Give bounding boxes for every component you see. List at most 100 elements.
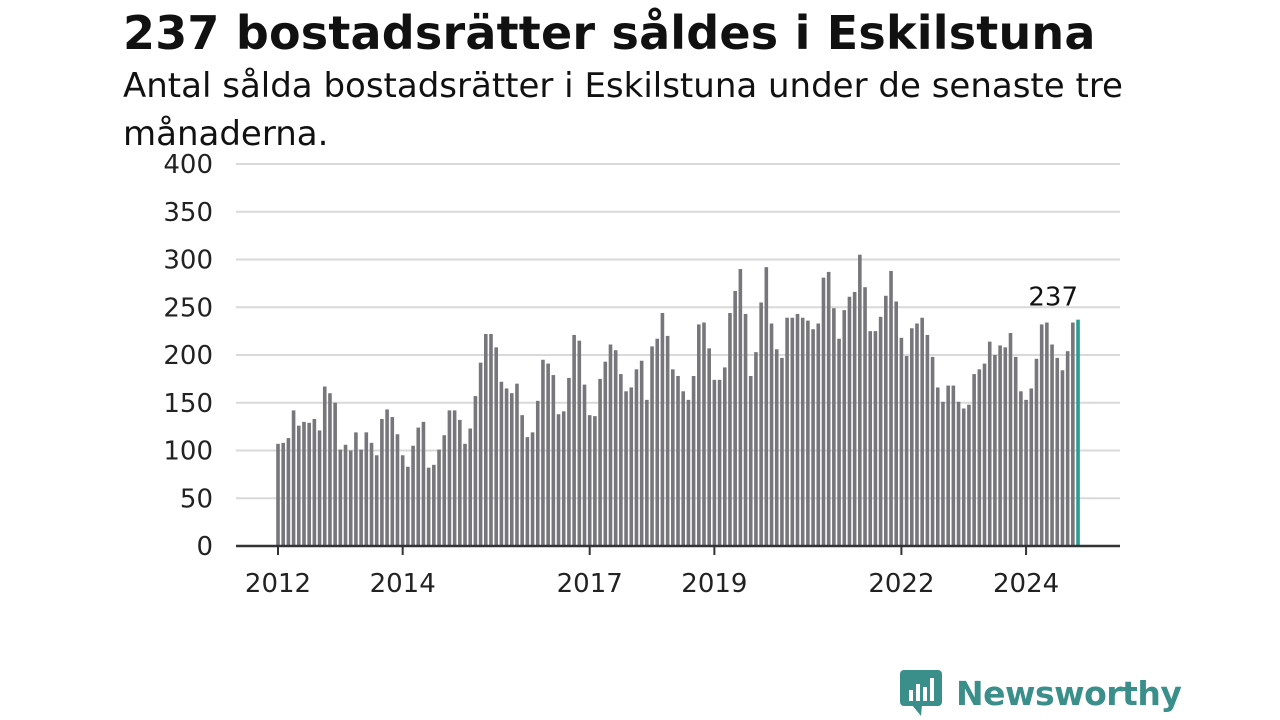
bar [961,408,966,546]
bar [889,270,893,546]
bar [1024,399,1028,546]
bar [941,401,945,546]
bar [987,341,992,546]
chart-subtitle: Antal sålda bostadsrätter i Eskilstuna u… [123,66,1123,154]
bar [894,301,899,546]
bar [1039,324,1044,546]
bar [946,385,950,546]
y-tick-label: 200 [163,341,213,371]
bar [925,334,930,546]
bar [930,356,935,546]
bar [551,375,556,546]
bar [665,335,670,546]
bar [884,295,888,546]
bar [800,317,805,546]
bar [868,331,873,547]
bar [1003,347,1008,546]
bar [873,331,878,547]
bar [390,417,395,546]
bar [743,313,748,546]
highlight-value-label: 237 [1028,283,1078,313]
bar [858,254,862,547]
bar [369,442,374,546]
y-tick-label: 0 [196,532,213,562]
bar [312,418,317,546]
bar [655,338,660,546]
bar [343,444,348,546]
bar [535,400,540,546]
bar [281,442,285,546]
bar [364,432,369,546]
bar [1034,358,1039,546]
bar [774,349,779,546]
bar [686,399,691,546]
x-tick-label: 2017 [557,569,623,599]
bar [302,421,306,546]
bar [863,287,867,546]
bar [967,404,971,546]
bar [769,323,774,546]
bar [509,393,514,546]
bar [712,379,717,546]
bar [541,359,545,546]
bar [780,357,784,546]
bar [728,312,732,546]
bar [359,449,363,546]
bar [317,430,322,546]
y-tick-label: 300 [163,246,213,276]
bar [816,323,821,546]
bar [603,361,608,546]
bar [795,313,800,546]
y-axis-ticks: 0 50 100 150 200 250 300 350 400 [163,150,213,562]
bar [458,419,462,546]
bar [452,410,457,546]
bar [671,369,675,546]
bar [307,422,311,546]
bar [276,443,280,546]
x-tick-label: 2019 [681,569,747,599]
bar [1019,391,1023,546]
bar [1013,356,1018,546]
bar [411,445,415,546]
bar [702,322,706,546]
bar [380,418,384,546]
bar [733,291,737,546]
bar [286,438,291,546]
bar [556,414,561,546]
bar [629,387,634,546]
x-axis-ticks: 2012 2014 2017 2019 2022 2024 [245,546,1059,599]
bar [296,425,301,546]
newsworthy-logo-icon [900,670,942,716]
bar [878,316,883,546]
bar [1071,322,1075,546]
y-tick-label: 150 [163,389,213,419]
brand-name: Newsworthy [956,673,1182,713]
bar [442,435,447,546]
bar [754,352,758,546]
bar [899,337,904,546]
bar [530,432,535,546]
x-tick-label: 2022 [868,569,934,599]
bar [977,369,982,546]
y-tick-label: 250 [163,293,213,323]
bar [998,345,1002,546]
bar [785,317,789,546]
bar [587,415,592,546]
x-tick-label: 2014 [370,569,436,599]
bar [432,464,436,546]
bar [1029,388,1034,546]
bar [806,320,810,546]
bar [832,308,836,546]
bar [1050,344,1054,546]
bar [406,466,410,546]
y-tick-label: 350 [163,198,213,228]
bar [821,277,826,546]
bar [463,443,467,546]
bar [561,411,566,546]
bar [847,296,852,546]
bar [504,388,509,546]
bar [598,378,602,547]
x-tick-label: 2012 [245,569,311,599]
bar [515,383,519,546]
